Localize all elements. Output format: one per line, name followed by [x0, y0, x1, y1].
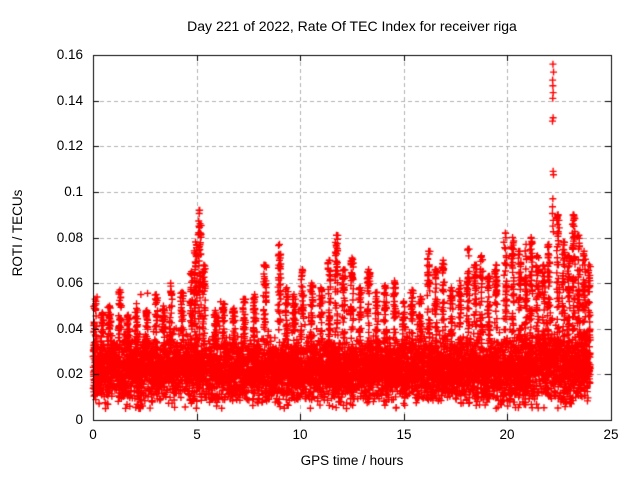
- x-tick-label: 20: [499, 427, 515, 442]
- y-tick-label: 0.04: [56, 321, 83, 336]
- y-tick-label: 0.06: [56, 275, 83, 290]
- y-tick-label: 0.16: [56, 47, 83, 62]
- x-tick-label: 15: [396, 427, 412, 442]
- x-axis-label: GPS time / hours: [300, 453, 404, 468]
- chart-title: Day 221 of 2022, Rate Of TEC Index for r…: [187, 18, 517, 34]
- y-tick-label: 0.1: [64, 184, 83, 199]
- y-tick-label: 0.08: [56, 230, 83, 245]
- y-tick-label: 0: [75, 412, 83, 427]
- y-tick-label: 0.12: [56, 138, 83, 153]
- y-tick-label: 0.02: [56, 366, 83, 381]
- x-tick-label: 5: [193, 427, 201, 442]
- x-tick-label: 10: [292, 427, 308, 442]
- y-tick-label: 0.14: [56, 93, 83, 108]
- x-tick-label: 0: [89, 427, 97, 442]
- x-tick-label: 25: [603, 427, 619, 442]
